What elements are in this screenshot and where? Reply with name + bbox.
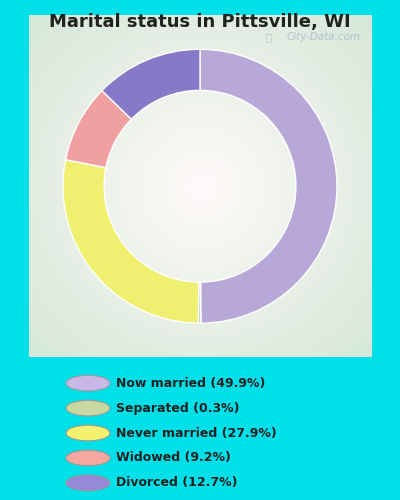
Text: Divorced (12.7%): Divorced (12.7%) — [116, 476, 238, 490]
Circle shape — [66, 425, 110, 441]
Wedge shape — [198, 282, 201, 323]
Circle shape — [66, 475, 110, 490]
Wedge shape — [66, 90, 131, 168]
Text: Marital status in Pittsville, WI: Marital status in Pittsville, WI — [49, 12, 351, 30]
Circle shape — [66, 400, 110, 416]
Circle shape — [66, 450, 110, 466]
Text: City-Data.com: City-Data.com — [287, 32, 361, 42]
Wedge shape — [102, 50, 200, 119]
Circle shape — [66, 376, 110, 391]
Text: Widowed (9.2%): Widowed (9.2%) — [116, 452, 231, 464]
Wedge shape — [200, 50, 337, 323]
Text: ⓘ: ⓘ — [265, 32, 271, 42]
Text: Never married (27.9%): Never married (27.9%) — [116, 426, 277, 440]
Text: Now married (49.9%): Now married (49.9%) — [116, 376, 265, 390]
Wedge shape — [63, 160, 199, 323]
Text: Separated (0.3%): Separated (0.3%) — [116, 402, 240, 414]
